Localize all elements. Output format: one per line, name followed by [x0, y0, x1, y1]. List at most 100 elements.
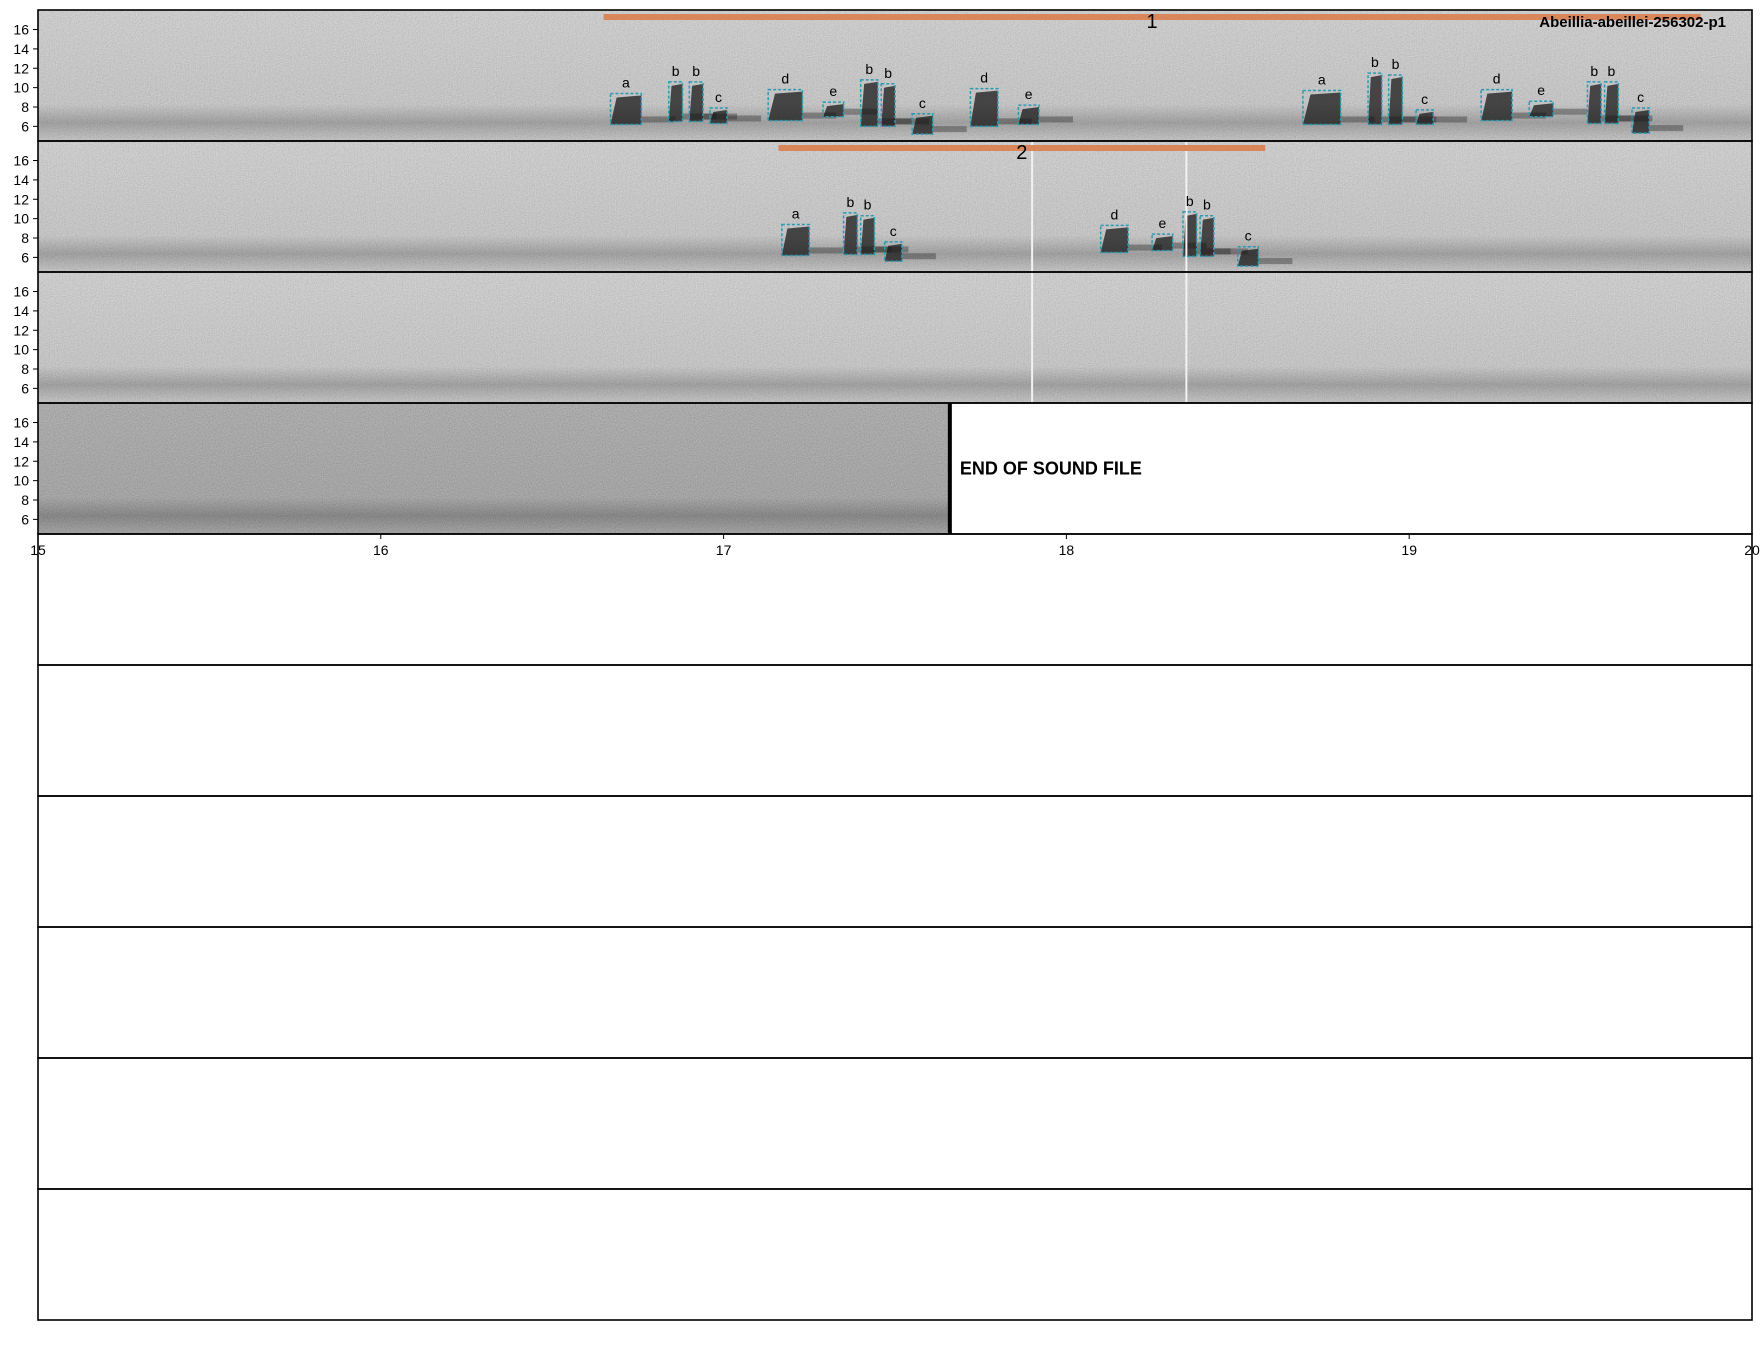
syllable-tail-28	[1258, 258, 1293, 265]
y-tick-label-1-5: 16	[13, 153, 29, 169]
syllable-tail-0	[641, 116, 676, 123]
syllable-label-8: c	[919, 95, 926, 111]
syllable-call-24	[1100, 227, 1129, 253]
syllable-label-24: d	[1110, 206, 1118, 222]
syllable-box-20	[781, 223, 811, 257]
syllable-box-12	[1367, 72, 1383, 126]
syllable-box-19	[1631, 107, 1650, 134]
song-bar-1	[778, 145, 1266, 151]
syllable-tail-15	[1512, 112, 1547, 119]
syllable-label-1: b	[672, 63, 680, 79]
y-tick-label-1-0: 6	[21, 249, 29, 265]
syllable-box-1	[668, 81, 684, 123]
row-frame-4	[37, 533, 1753, 666]
y-tick-label-2-4: 14	[13, 303, 29, 319]
spectrogram-band-shade-3	[38, 403, 950, 534]
syllable-label-25: e	[1158, 215, 1166, 231]
syllable-label-27: b	[1203, 197, 1211, 213]
syllable-label-15: d	[1493, 71, 1501, 87]
syllable-box-15	[1480, 88, 1513, 122]
syllable-box-25	[1151, 233, 1174, 252]
syllable-label-4: d	[781, 71, 789, 87]
syllable-tail-23	[901, 253, 936, 260]
y-tick-label-1-2: 10	[13, 211, 29, 227]
syllable-call-20	[781, 226, 810, 256]
syllable-label-10: e	[1025, 86, 1033, 102]
syllable-label-5: e	[829, 83, 837, 99]
syllable-call-0	[610, 95, 642, 125]
y-tick-label-3-5: 16	[13, 415, 29, 431]
y-tick-label-2-1: 8	[21, 361, 29, 377]
syllable-label-7: b	[884, 65, 892, 81]
syllable-call-6	[860, 81, 878, 127]
x-tick-label-4: 19	[1401, 542, 1417, 558]
syllable-box-28	[1237, 245, 1260, 267]
syllable-box-18	[1603, 81, 1620, 125]
y-tick-label-3-0: 6	[21, 511, 29, 527]
syllable-call-10	[1018, 107, 1039, 125]
syllable-box-5	[822, 101, 845, 118]
spectrogram-band-shade-2	[38, 272, 1752, 403]
y-tick-label-3-1: 8	[21, 492, 29, 508]
recording-title: Abeillia-abeillei-256302-p1	[1539, 14, 1726, 31]
syllable-box-7	[880, 83, 896, 128]
y-tick-label-3-2: 10	[13, 473, 29, 489]
syllable-tail-11	[1340, 116, 1375, 123]
syllable-tail-16	[1553, 108, 1588, 115]
syllable-label-14: c	[1421, 91, 1428, 107]
syllable-box-14	[1415, 109, 1434, 126]
syllable-tail-14	[1433, 116, 1468, 123]
syllable-call-21	[843, 214, 858, 255]
syllable-box-8	[911, 113, 934, 135]
syllable-label-23: c	[890, 223, 897, 239]
syllable-call-9	[970, 90, 998, 127]
syllable-call-12	[1368, 75, 1382, 125]
syllable-box-6	[859, 79, 879, 128]
x-tick-label-3: 18	[1059, 542, 1075, 558]
syllable-label-11: a	[1318, 72, 1326, 88]
syllable-label-19: c	[1637, 89, 1644, 105]
syllable-box-4	[767, 88, 804, 122]
syllable-tail-20	[809, 247, 844, 254]
syllable-tail-10	[1038, 116, 1073, 123]
syllable-tail-3	[727, 115, 762, 122]
syllable-call-15	[1481, 91, 1513, 121]
y-tick-label-2-5: 16	[13, 284, 29, 300]
syllable-tail-27	[1213, 248, 1248, 255]
row-frame-6	[37, 795, 1753, 928]
syllable-label-9: d	[980, 70, 988, 86]
row-frame-7	[37, 926, 1753, 1059]
syllable-call-5	[823, 104, 844, 117]
syllable-box-16	[1528, 100, 1554, 118]
syllable-tail-19	[1649, 125, 1684, 132]
syllable-call-1	[668, 83, 683, 122]
y-tick-label-1-4: 14	[13, 172, 29, 188]
syllable-tail-24	[1128, 244, 1163, 251]
syllable-box-24	[1099, 224, 1129, 254]
syllable-call-11	[1302, 92, 1341, 125]
x-tick-label-2: 17	[716, 542, 732, 558]
syllable-call-27	[1200, 217, 1214, 257]
y-tick-label-3-3: 12	[13, 453, 29, 469]
x-tick-label-0: 15	[30, 542, 46, 558]
row-frame-9	[37, 1188, 1753, 1321]
y-tick-label-1-1: 8	[21, 230, 29, 246]
x-tick-label-1: 16	[373, 542, 389, 558]
syllable-box-3	[709, 107, 728, 125]
syllable-box-22	[859, 214, 876, 256]
end-of-file-label: END OF SOUND FILE	[960, 459, 1142, 479]
syllable-tail-8	[932, 126, 967, 133]
y-tick-label-0-5: 16	[13, 22, 29, 38]
syllable-call-13	[1388, 77, 1403, 125]
syllable-label-0: a	[622, 74, 630, 90]
syllable-box-2	[688, 81, 704, 123]
syllable-tail-4	[802, 112, 837, 119]
y-tick-label-0-1: 8	[21, 99, 29, 115]
syllable-box-21	[842, 212, 859, 256]
syllable-box-0	[609, 92, 643, 126]
syllable-label-3: c	[715, 89, 722, 105]
syllable-call-2	[689, 83, 704, 122]
syllable-label-22: b	[864, 197, 872, 213]
